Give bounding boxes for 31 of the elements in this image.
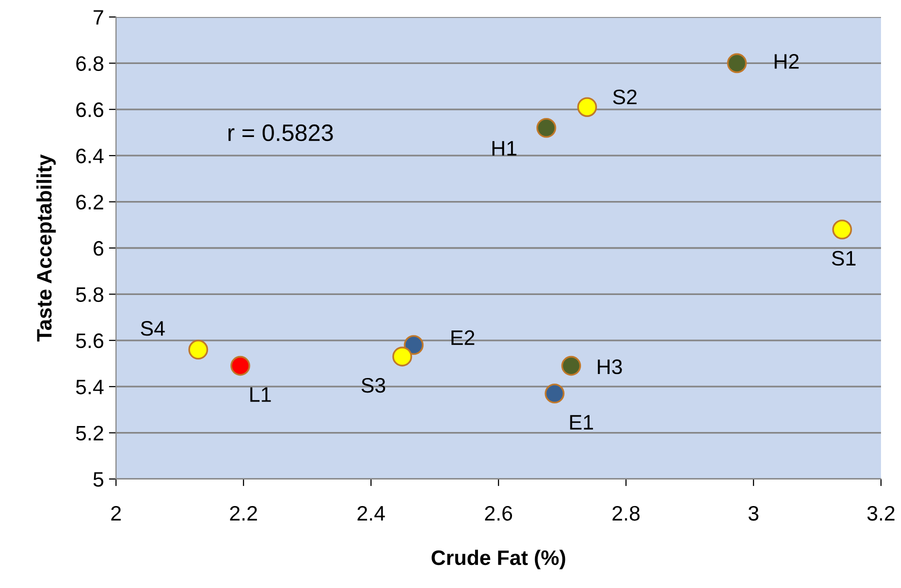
y-tick-label: 6.4 bbox=[76, 148, 104, 164]
x-tick-label: 2.8 bbox=[612, 506, 640, 521]
x-tick-label: 2.4 bbox=[358, 506, 385, 520]
x-tick-label: 2 bbox=[111, 506, 121, 520]
x-tick-label: 3 bbox=[748, 506, 758, 521]
y-tick-label: 6.2 bbox=[76, 194, 104, 210]
y-tick-label: 6.6 bbox=[76, 102, 104, 118]
annotation: r = 0.5823 bbox=[228, 124, 333, 142]
y-axis-title: Taste Acceptability bbox=[36, 154, 56, 342]
y-tick-label: 5.4 bbox=[76, 380, 104, 394]
y-tick-label: 5.2 bbox=[76, 426, 104, 441]
y-tick-label: 5 bbox=[93, 472, 104, 487]
annotation: E1 bbox=[570, 415, 593, 430]
x-axis-title: Crude Fat (%) bbox=[432, 550, 566, 570]
annotation: S1 bbox=[832, 250, 856, 266]
x-tick-label: 2.2 bbox=[230, 506, 257, 520]
annotation: H3 bbox=[598, 359, 622, 374]
y-tick-label: 5.8 bbox=[76, 287, 104, 302]
annotation: S3 bbox=[362, 378, 386, 393]
annotation: L1 bbox=[250, 387, 271, 402]
annotation: S2 bbox=[613, 90, 637, 104]
annotation: H2 bbox=[774, 54, 799, 69]
y-tick-label: 5.6 bbox=[76, 333, 104, 348]
y-tick-label: 6.8 bbox=[76, 56, 104, 71]
y-tick-label: 7 bbox=[94, 10, 104, 25]
annotation: E2 bbox=[452, 330, 474, 345]
annotation: H1 bbox=[492, 141, 516, 156]
y-tick-label: 6 bbox=[94, 241, 104, 256]
x-tick-label: 3.2 bbox=[867, 506, 894, 521]
x-tick-label: 2.6 bbox=[485, 506, 512, 521]
annotation: S4 bbox=[140, 321, 165, 336]
